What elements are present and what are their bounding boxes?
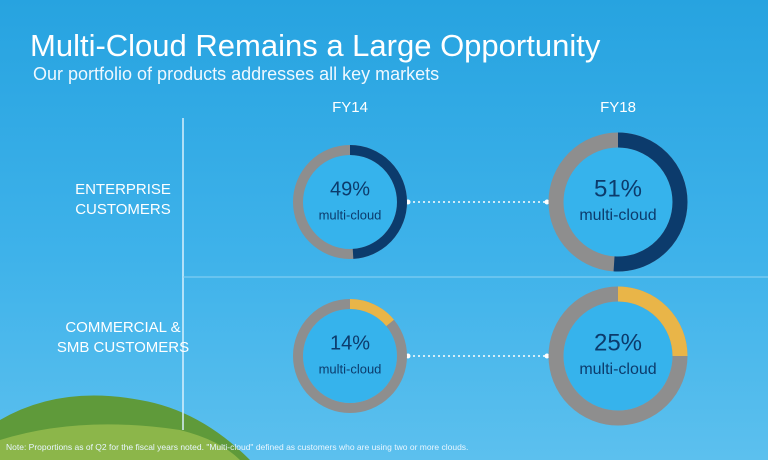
value-label: 14% [330,332,370,354]
row-label: COMMERCIAL & SMB CUSTOMERS [56,319,190,356]
value-label: 49% [330,178,370,200]
donut-segment [548,286,688,426]
center-label: multi-cloud [319,207,382,222]
donut-segment [293,145,407,259]
column-label: FY18 [600,99,636,116]
donut-center [303,309,397,403]
center-label: multi-cloud [579,207,656,224]
donut-segment [293,299,407,413]
donut-center [303,155,397,249]
donut-center [563,301,673,411]
title: Multi-Cloud Remains a Large Opportunity [30,28,601,63]
row-label: ENTERPRISE CUSTOMERS [75,181,171,218]
hill [0,424,240,460]
donut-center [563,147,673,257]
note: Note: Proportions as of Q2 for the fisca… [6,442,469,452]
connector-dot [544,353,550,359]
center-label: multi-cloud [319,361,382,376]
connector-dot [544,199,550,205]
donut-segment [548,132,688,272]
value-label: 25% [594,329,642,356]
column-label: FY14 [332,99,368,116]
center-label: multi-cloud [579,361,656,378]
subtitle: Our portfolio of products addresses all … [33,64,440,84]
value-label: 51% [594,175,642,202]
